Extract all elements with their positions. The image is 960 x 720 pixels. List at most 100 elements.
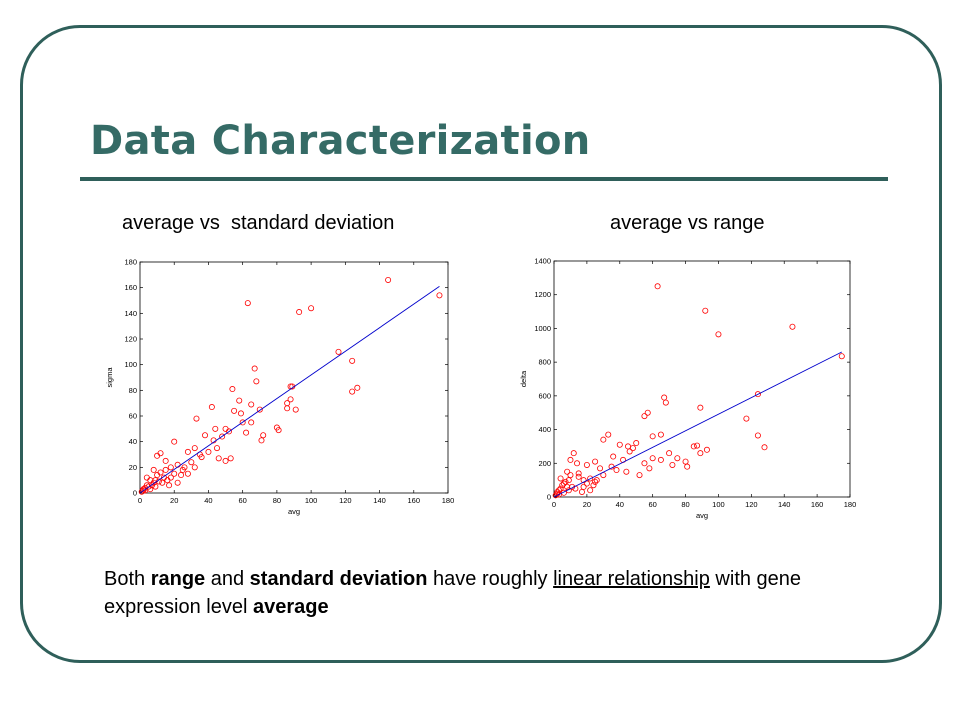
x-tick-label: 80 [273, 496, 281, 505]
data-point [248, 419, 255, 426]
data-point [231, 407, 238, 414]
x-tick-label: 60 [238, 496, 246, 505]
data-point [669, 461, 676, 468]
title-divider [80, 177, 888, 181]
x-tick-label: 0 [138, 496, 142, 505]
x-tick-label: 160 [408, 496, 421, 505]
data-point [743, 415, 750, 422]
data-point [646, 465, 653, 472]
data-point [166, 482, 173, 489]
data-point [174, 479, 181, 486]
x-tick-label: 100 [305, 496, 318, 505]
data-point [162, 466, 169, 473]
data-point [275, 427, 282, 434]
x-tick-label: 80 [681, 500, 689, 509]
data-point [592, 458, 599, 465]
data-point [184, 470, 191, 477]
data-point [349, 388, 356, 395]
data-point [662, 399, 669, 406]
data-point [600, 436, 607, 443]
data-point [167, 474, 174, 481]
fit-line [553, 351, 842, 498]
data-point [636, 472, 643, 479]
data-point [227, 455, 234, 462]
data-point [754, 391, 761, 398]
data-point [171, 470, 178, 477]
plot-area [553, 260, 851, 498]
data-point [610, 453, 617, 460]
caption-underline-linear: linear relationship [553, 568, 710, 590]
data-point [260, 432, 267, 439]
data-point [702, 307, 709, 314]
y-tick-label: 40 [129, 437, 137, 446]
data-point [587, 487, 594, 494]
data-point [215, 455, 222, 462]
data-point [574, 460, 581, 467]
data-point [229, 386, 236, 393]
y-tick-label: 1000 [534, 324, 551, 333]
data-point [152, 483, 159, 490]
data-point [592, 478, 599, 485]
data-point [198, 454, 205, 461]
data-point [171, 438, 178, 445]
caption-bold-average: average [252, 596, 329, 618]
data-point [694, 442, 701, 449]
x-tick-label: 180 [442, 496, 455, 505]
data-point [181, 464, 188, 471]
data-point [641, 413, 648, 420]
data-point [239, 419, 246, 426]
data-point [354, 384, 361, 391]
x-tick-label: 140 [778, 500, 791, 509]
y-tick-label: 0 [547, 493, 551, 502]
data-point [761, 444, 768, 451]
y-tick-label: 600 [538, 391, 551, 400]
data-point [649, 455, 656, 462]
data-point [178, 472, 185, 479]
y-tick-label: 400 [538, 425, 551, 434]
y-tick-label: 100 [124, 360, 137, 369]
data-point [666, 450, 673, 457]
x-tick-label: 100 [712, 500, 725, 509]
data-point [644, 409, 651, 416]
y-tick-label: 20 [129, 463, 137, 472]
data-point [633, 440, 640, 447]
data-point [292, 406, 299, 413]
data-point [593, 477, 600, 484]
caption-bold-range: range [150, 568, 206, 590]
slide-frame [20, 25, 942, 663]
y-tick-label: 0 [133, 489, 137, 498]
data-point [641, 460, 648, 467]
data-point [202, 432, 209, 439]
data-point [193, 415, 200, 422]
scatter-chart-range: 0 20 40 60 80 100 120 140 160 180 0 200 400 600 800 100… [512, 252, 872, 527]
data-point [605, 431, 612, 438]
data-point [214, 445, 221, 452]
data-point [349, 357, 356, 364]
data-point [222, 457, 229, 464]
data-point [613, 467, 620, 474]
caption-bold-std: standard deviation [249, 568, 428, 590]
y-tick-label: 80 [129, 386, 137, 395]
data-point [684, 463, 691, 470]
data-point [191, 445, 198, 452]
caption-text: have roughly [427, 568, 554, 590]
data-point [236, 397, 243, 404]
data-point [715, 331, 722, 338]
data-point [138, 488, 145, 495]
data-point [244, 300, 251, 307]
data-point [567, 456, 574, 463]
data-point [565, 477, 572, 484]
data-point [623, 468, 630, 475]
x-tick-label: 120 [745, 500, 758, 509]
data-point [575, 470, 582, 477]
y-tick-label: 1200 [534, 290, 551, 299]
x-tick-label: 40 [204, 496, 212, 505]
data-point [248, 401, 255, 408]
data-point [570, 450, 577, 457]
caption-text: and [205, 568, 250, 590]
data-point [560, 480, 567, 487]
y-axis-label: delta [519, 370, 528, 387]
data-point [308, 305, 315, 312]
data-point [191, 464, 198, 471]
data-point [256, 406, 263, 413]
